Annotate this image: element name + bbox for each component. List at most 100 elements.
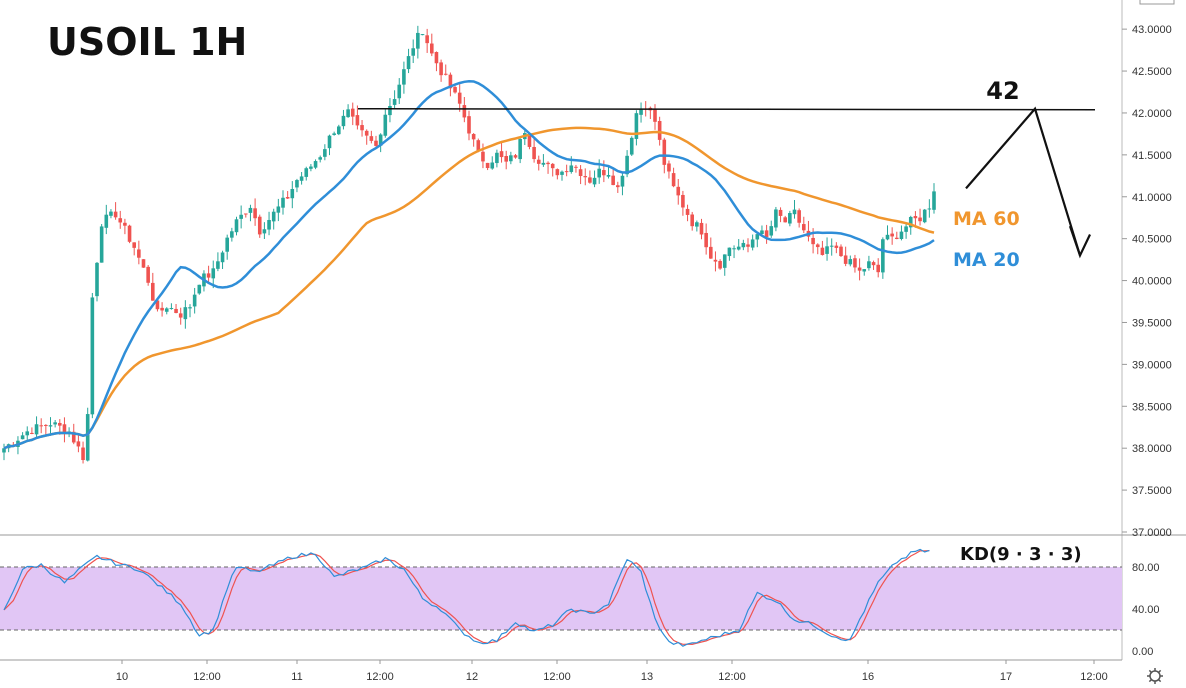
- candle-body: [476, 140, 481, 151]
- candle-body: [85, 414, 90, 461]
- candle-body: [890, 233, 894, 237]
- ma60-label: MA 60: [953, 208, 1020, 230]
- candle-body: [904, 226, 908, 232]
- candle-body: [634, 113, 639, 139]
- candle-body: [457, 92, 462, 104]
- candle-body: [778, 209, 783, 216]
- candle-body: [695, 222, 699, 227]
- candle-body: [704, 232, 708, 248]
- candle-body: [248, 207, 253, 213]
- candle-body: [318, 157, 322, 160]
- candle-body: [341, 115, 346, 127]
- candle-body: [44, 424, 48, 426]
- candle-body: [178, 313, 183, 318]
- candle-body: [908, 216, 913, 228]
- candle-body: [299, 176, 304, 181]
- candle-body: [34, 424, 39, 435]
- kd-tick-label: 0.00: [1132, 646, 1153, 658]
- candle-body: [230, 231, 234, 238]
- candle-body: [490, 162, 495, 169]
- candle-body: [155, 300, 160, 310]
- x-tick-label: 10: [116, 671, 128, 683]
- candle-body: [876, 264, 880, 273]
- candle-body: [760, 230, 764, 234]
- x-tick-label: 12:00: [366, 671, 394, 683]
- kd-band: [0, 567, 1122, 630]
- candle-body: [104, 214, 109, 228]
- candle-body: [53, 422, 57, 425]
- candle-body: [820, 247, 825, 255]
- price-scale-box: [1139, 0, 1175, 5]
- candle-body: [829, 245, 834, 247]
- candle-body: [434, 52, 439, 64]
- candle-body: [374, 140, 378, 146]
- candle-body: [527, 134, 532, 147]
- candle-body: [727, 247, 732, 257]
- candle-body: [746, 244, 750, 247]
- resistance-line: [357, 108, 1096, 111]
- candle-body: [736, 246, 741, 250]
- candle-body: [755, 234, 760, 240]
- y-tick-label: 39.0000: [1132, 359, 1172, 371]
- gear-ring: [1149, 670, 1161, 682]
- gear-tooth: [1148, 679, 1152, 683]
- candle-body: [281, 197, 285, 208]
- candle-body: [225, 237, 229, 252]
- x-tick-label: 16: [862, 671, 874, 683]
- candle-body: [360, 125, 364, 131]
- candle-body: [276, 206, 281, 213]
- candle-body: [802, 224, 806, 231]
- candle-body: [862, 269, 867, 272]
- candle-body: [378, 134, 383, 146]
- candle-body: [58, 422, 62, 426]
- candle-body: [499, 151, 504, 158]
- candle-body: [592, 177, 597, 185]
- candle-body: [722, 254, 727, 268]
- candle-body: [151, 282, 155, 301]
- candle-body: [713, 259, 718, 262]
- candle-body: [495, 152, 499, 164]
- x-tick-label: 11: [291, 671, 302, 683]
- level-label: 42: [986, 77, 1019, 105]
- candle-body: [536, 159, 541, 164]
- candle-body: [616, 185, 620, 188]
- candle-body: [30, 432, 34, 434]
- candle-body: [918, 217, 922, 222]
- x-tick-label: 12:00: [193, 671, 221, 683]
- candle-body: [625, 155, 629, 175]
- candle-body: [792, 209, 797, 215]
- y-tick-label: 42.0000: [1132, 108, 1172, 120]
- candle-body: [211, 268, 216, 279]
- y-tick-label: 40.0000: [1132, 276, 1172, 288]
- candle-body: [606, 174, 611, 177]
- candle-body: [797, 210, 801, 223]
- candle-body: [718, 260, 722, 269]
- candle-body: [234, 219, 239, 233]
- y-tick-label: 40.5000: [1132, 234, 1172, 246]
- y-tick-label: 41.0000: [1132, 192, 1172, 204]
- candle-body: [462, 105, 467, 118]
- candle-body: [732, 248, 736, 250]
- candle-body: [192, 294, 197, 307]
- candle-body: [750, 239, 755, 248]
- candle-body: [620, 175, 625, 187]
- candle-body: [922, 209, 927, 223]
- y-tick-label: 37.5000: [1132, 485, 1172, 497]
- candle-body: [160, 307, 164, 311]
- candle-body: [839, 246, 843, 257]
- candle-body: [871, 262, 876, 266]
- candle-body: [369, 136, 374, 141]
- candle-body: [513, 155, 518, 158]
- candle-body: [262, 229, 267, 234]
- candle-body: [504, 156, 508, 162]
- time-axis: 10 12:00 11 12:00 12 12:00 13 12:00 16 17 12:00: [0, 659, 1163, 684]
- candle-body: [39, 425, 43, 427]
- candle-body: [383, 114, 388, 136]
- candle-body: [588, 177, 592, 183]
- candle-body: [402, 69, 406, 85]
- candle-body: [485, 162, 490, 169]
- candle-body: [518, 138, 522, 160]
- candle-body: [550, 163, 555, 169]
- gear-icon[interactable]: [1147, 668, 1163, 684]
